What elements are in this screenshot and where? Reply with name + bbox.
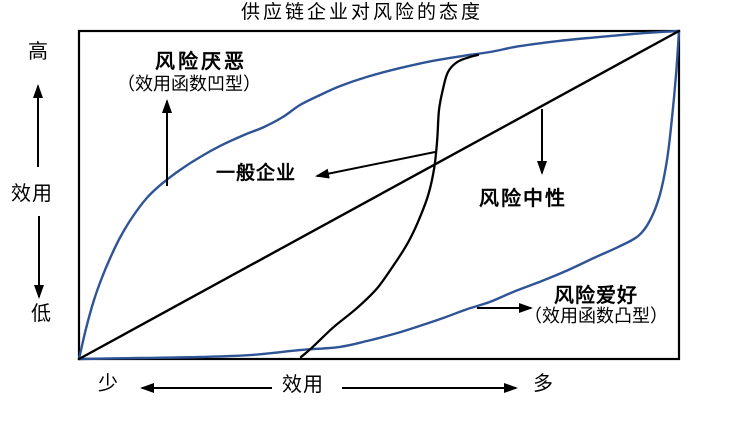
risk-averse-sublabel: （效用函数凹型） — [117, 74, 261, 94]
risk-averse-curve — [77, 29, 681, 361]
chart-title: 供应链企业对风险的态度 — [240, 2, 484, 23]
risk-neutral-line — [77, 29, 681, 361]
risk-loving-sublabel: （效用函数凸型） — [524, 306, 668, 326]
general-firm-label: 一般企业 — [215, 163, 297, 184]
risk-averse-label: 风险厌恶 — [155, 51, 247, 73]
risk-neutral-label: 风险中性 — [479, 188, 567, 210]
plot-frame — [77, 29, 681, 361]
y-axis-high-label: 高 — [28, 41, 48, 63]
y-axis-title: 效用 — [11, 183, 53, 205]
risk-loving-label: 风险爱好 — [554, 285, 638, 307]
risk-loving-curve — [77, 29, 681, 361]
annotation-arrows — [33, 84, 547, 393]
general-firm-pointer-arrow — [315, 151, 436, 179]
x-axis-right-label: 多 — [533, 373, 553, 395]
general-firm-s-curve — [299, 53, 480, 359]
y-axis-low-label: 低 — [31, 303, 51, 325]
x-axis-left-label: 少 — [98, 373, 118, 395]
x-axis-title: 效用 — [282, 374, 324, 396]
